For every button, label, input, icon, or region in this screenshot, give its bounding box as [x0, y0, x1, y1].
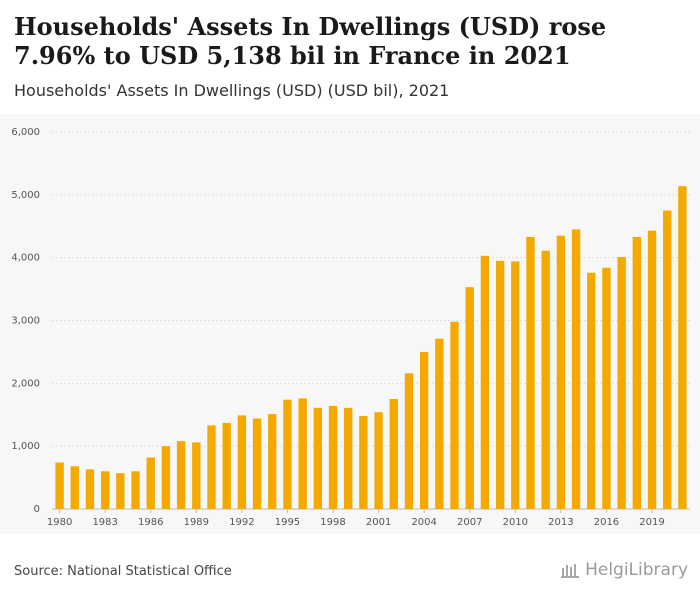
- x-tick-label: 1998: [320, 517, 345, 528]
- bar-1982[interactable]: [85, 469, 95, 509]
- bar-2009[interactable]: [495, 260, 505, 509]
- bar-2016[interactable]: [602, 267, 611, 509]
- bar-2015[interactable]: [587, 272, 596, 509]
- y-tick-label: 4,000: [11, 253, 40, 264]
- chart-title: Households' Assets In Dwellings (USD) ro…: [14, 12, 607, 70]
- bar-2020[interactable]: [663, 210, 672, 509]
- library-icon: [561, 564, 580, 578]
- bar-1998[interactable]: [328, 405, 338, 509]
- bar-2010[interactable]: [511, 261, 520, 509]
- bar-2018[interactable]: [632, 236, 642, 509]
- bar-2021[interactable]: [678, 186, 687, 509]
- bar-2000[interactable]: [359, 416, 368, 509]
- x-tick-label: 2007: [457, 517, 482, 528]
- bar-1989[interactable]: [192, 442, 201, 509]
- bar-2014[interactable]: [571, 229, 581, 509]
- x-tick-label: 2001: [366, 517, 391, 528]
- bar-1986[interactable]: [146, 457, 155, 509]
- x-tick-label: 1992: [229, 517, 254, 528]
- bar-1985[interactable]: [131, 471, 140, 509]
- y-tick-label: 6,000: [11, 127, 40, 138]
- bar-1999[interactable]: [344, 407, 353, 509]
- bar-2007[interactable]: [465, 287, 474, 509]
- bar-1992[interactable]: [237, 415, 247, 509]
- y-tick-label: 2,000: [11, 378, 40, 389]
- bar-1981[interactable]: [70, 466, 79, 509]
- x-tick-label: 2016: [594, 517, 619, 528]
- bar-1980[interactable]: [55, 462, 64, 510]
- x-tick-label: 1989: [184, 517, 209, 528]
- x-tick-label: 1995: [275, 517, 300, 528]
- bar-2006[interactable]: [450, 321, 459, 509]
- bar-1993[interactable]: [252, 418, 262, 509]
- bar-2004[interactable]: [419, 351, 429, 509]
- x-tick-label: 2010: [503, 517, 528, 528]
- bar-2012[interactable]: [541, 250, 550, 509]
- bar-2013[interactable]: [556, 235, 566, 509]
- bar-2002[interactable]: [389, 399, 398, 509]
- bar-1983[interactable]: [100, 471, 110, 509]
- x-tick-label: 1983: [92, 517, 117, 528]
- x-tick-label: 2019: [639, 517, 664, 528]
- bar-1995[interactable]: [283, 399, 292, 509]
- bar-2017[interactable]: [617, 257, 626, 509]
- y-tick-label: 0: [34, 504, 40, 515]
- bar-2019[interactable]: [647, 230, 657, 509]
- source-note: Source: National Statistical Office: [14, 564, 232, 579]
- y-tick-label: 1,000: [11, 441, 40, 452]
- bar-2003[interactable]: [404, 373, 414, 509]
- bar-1990[interactable]: [207, 425, 216, 509]
- bar-2011[interactable]: [526, 236, 535, 509]
- x-tick-label: 2013: [548, 517, 573, 528]
- y-tick-label: 5,000: [11, 190, 40, 201]
- y-tick-label: 3,000: [11, 316, 40, 327]
- brand-logo: HelgiLibrary: [561, 560, 688, 580]
- brand-name: HelgiLibrary: [585, 560, 688, 580]
- bar-2005[interactable]: [435, 338, 444, 509]
- bar-1997[interactable]: [313, 407, 323, 509]
- bar-2008[interactable]: [480, 255, 490, 509]
- x-tick-label: 2004: [411, 517, 436, 528]
- bar-1987[interactable]: [161, 446, 171, 509]
- bar-1994[interactable]: [268, 414, 277, 509]
- bar-2001[interactable]: [374, 412, 383, 509]
- plot-area: 0 1,000 2,000 3,000 4,000 5,000 6,000 1980 1983 1…: [0, 114, 700, 534]
- bar-chart: 0 1,000 2,000 3,000 4,000 5,000 6,000 1980 1983 1…: [11, 127, 690, 528]
- x-tick-label: 1986: [138, 517, 163, 528]
- x-tick-label: 1980: [47, 517, 72, 528]
- bar-1991[interactable]: [222, 422, 231, 509]
- bar-1984[interactable]: [116, 473, 125, 509]
- bar-1988[interactable]: [176, 441, 186, 509]
- chart-subtitle: Households' Assets In Dwellings (USD) (U…: [14, 81, 450, 100]
- bar-1996[interactable]: [298, 398, 307, 509]
